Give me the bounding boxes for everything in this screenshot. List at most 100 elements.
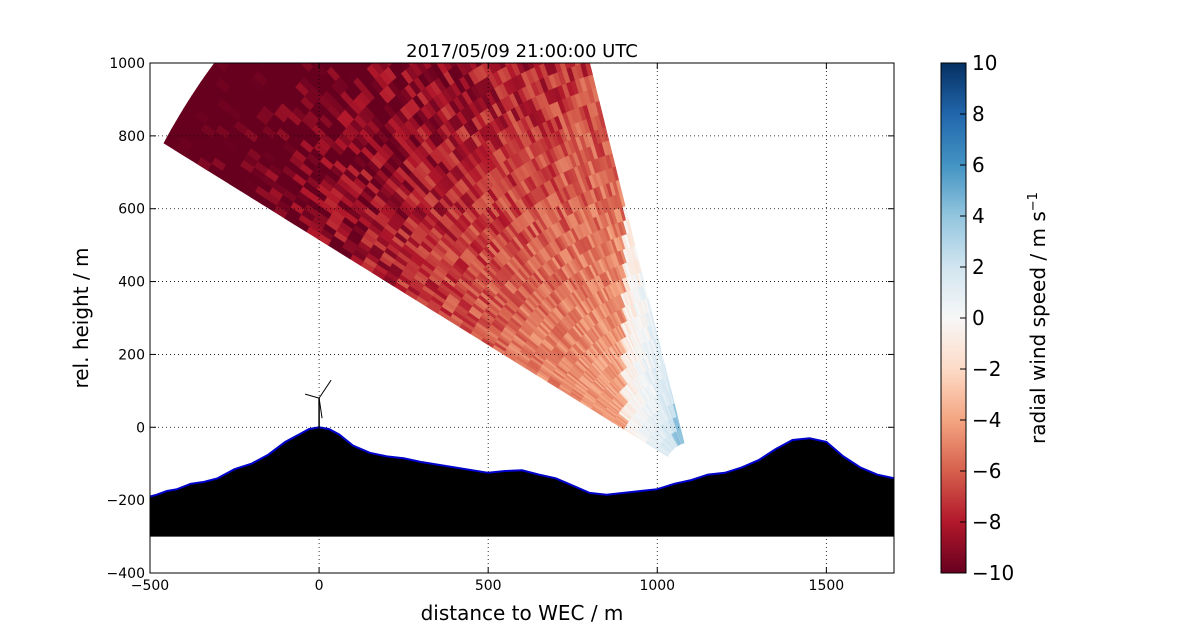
scan-cell (547, 0, 556, 2)
colorbar-tick-label: 0 (972, 306, 985, 330)
scan-cell (553, 0, 562, 1)
scan-cell (423, 3, 435, 18)
scan-cell (279, 63, 282, 65)
scan-cell (439, 0, 451, 8)
scan-cell (352, 63, 354, 64)
scan-cell (270, 0, 284, 8)
colorbar-tick-label: 10 (972, 51, 997, 75)
scan-cell (361, 63, 372, 70)
scan-cell (364, 0, 377, 11)
scan-cell (472, 0, 483, 5)
scan-cell (520, 0, 530, 13)
scan-cell (357, 0, 370, 1)
scan-cell (377, 63, 389, 72)
scan-cell (333, 23, 346, 38)
scan-cell (510, 0, 520, 2)
scan-cell (364, 31, 377, 46)
scan-cell (521, 63, 530, 72)
scan-cell (489, 12, 500, 27)
scan-cell (530, 23, 540, 38)
scan-cell (445, 5, 456, 20)
scan-cell (537, 63, 544, 66)
scan-cell (275, 0, 289, 2)
scan-cell (400, 3, 412, 18)
scan-cell (483, 15, 494, 30)
scan-cell (243, 21, 257, 36)
scan-cell (294, 0, 308, 2)
scan-cell (335, 63, 350, 73)
scan-cell (557, 0, 566, 13)
scan-cell (254, 9, 268, 24)
x-tick-label: 1000 (639, 578, 675, 594)
scan-cell (537, 0, 547, 6)
scan-cell (284, 0, 298, 12)
y-axis-label: rel. height / m (69, 247, 93, 388)
scan-cell (467, 8, 478, 23)
colorbar-tick-label: −6 (972, 459, 1001, 483)
scan-cell (525, 10, 535, 25)
scan-cell (450, 0, 461, 2)
colorbar-tick-label: −4 (972, 408, 1001, 432)
scan-cell (420, 22, 432, 37)
scan-cell (318, 37, 331, 52)
scan-cell (467, 63, 478, 71)
scan-cell (238, 27, 252, 42)
scan-cell (388, 0, 401, 10)
scan-cell (390, 10, 402, 25)
scan-cell (397, 21, 409, 36)
scan-cell (257, 45, 271, 60)
scan-cell (448, 63, 457, 69)
scan-cell (289, 63, 299, 69)
scan-cell (494, 24, 504, 39)
scan-cell (461, 63, 473, 74)
scan-cell (282, 18, 296, 33)
scan-cell (445, 0, 457, 5)
turbine-blade (318, 379, 332, 399)
colorbar-tick-label: 8 (972, 102, 985, 126)
scan-cell (375, 0, 388, 3)
y-tick-label: 0 (136, 420, 145, 436)
scan-cell (225, 63, 232, 67)
scan-cell (478, 2, 489, 17)
scan-cell (289, 0, 303, 7)
grid-lines (150, 63, 894, 573)
scan-cell (351, 0, 364, 5)
scan-cell (558, 63, 567, 71)
colorbar-label-text: radial wind speed / m s (1026, 211, 1050, 444)
scan-cell (317, 2, 331, 17)
scan-cell (473, 20, 484, 35)
scan-cell (281, 38, 295, 53)
scan-cell (467, 0, 478, 8)
scan-cell (564, 25, 573, 40)
chart-title: 2017/05/09 21:00:00 UTC (406, 41, 638, 62)
scan-cell (499, 0, 509, 7)
scan-cell (291, 27, 305, 42)
scan-cell (483, 0, 494, 15)
scan-cell (399, 0, 411, 3)
scan-cell (456, 0, 467, 14)
scan-cell (359, 35, 372, 50)
scan-cell (569, 63, 576, 68)
turbine-blade (304, 393, 320, 399)
y-axis-ticks: −400 −200 0 200 400 600 800 1000 (107, 56, 894, 582)
scan-cell (298, 2, 312, 17)
y-tick-label: 600 (118, 202, 145, 218)
scan-cell (333, 0, 346, 3)
scan-cell (236, 63, 248, 69)
scan-cell (318, 63, 332, 72)
scan-cell (330, 8, 343, 23)
x-tick-label: 1500 (809, 578, 845, 594)
scan-cell (380, 18, 393, 33)
scan-cell (299, 63, 314, 73)
scan-cell (504, 4, 514, 19)
scan-cell (303, 0, 317, 12)
scan-cell (258, 63, 265, 67)
scan-cell (499, 22, 509, 37)
scan-cell (253, 30, 267, 45)
scan-cell (249, 15, 263, 30)
scan-cell (541, 4, 550, 19)
scan-cell (374, 22, 387, 37)
scan-cell (322, 0, 335, 12)
scan-cell (352, 63, 367, 74)
scan-cell (287, 12, 301, 27)
